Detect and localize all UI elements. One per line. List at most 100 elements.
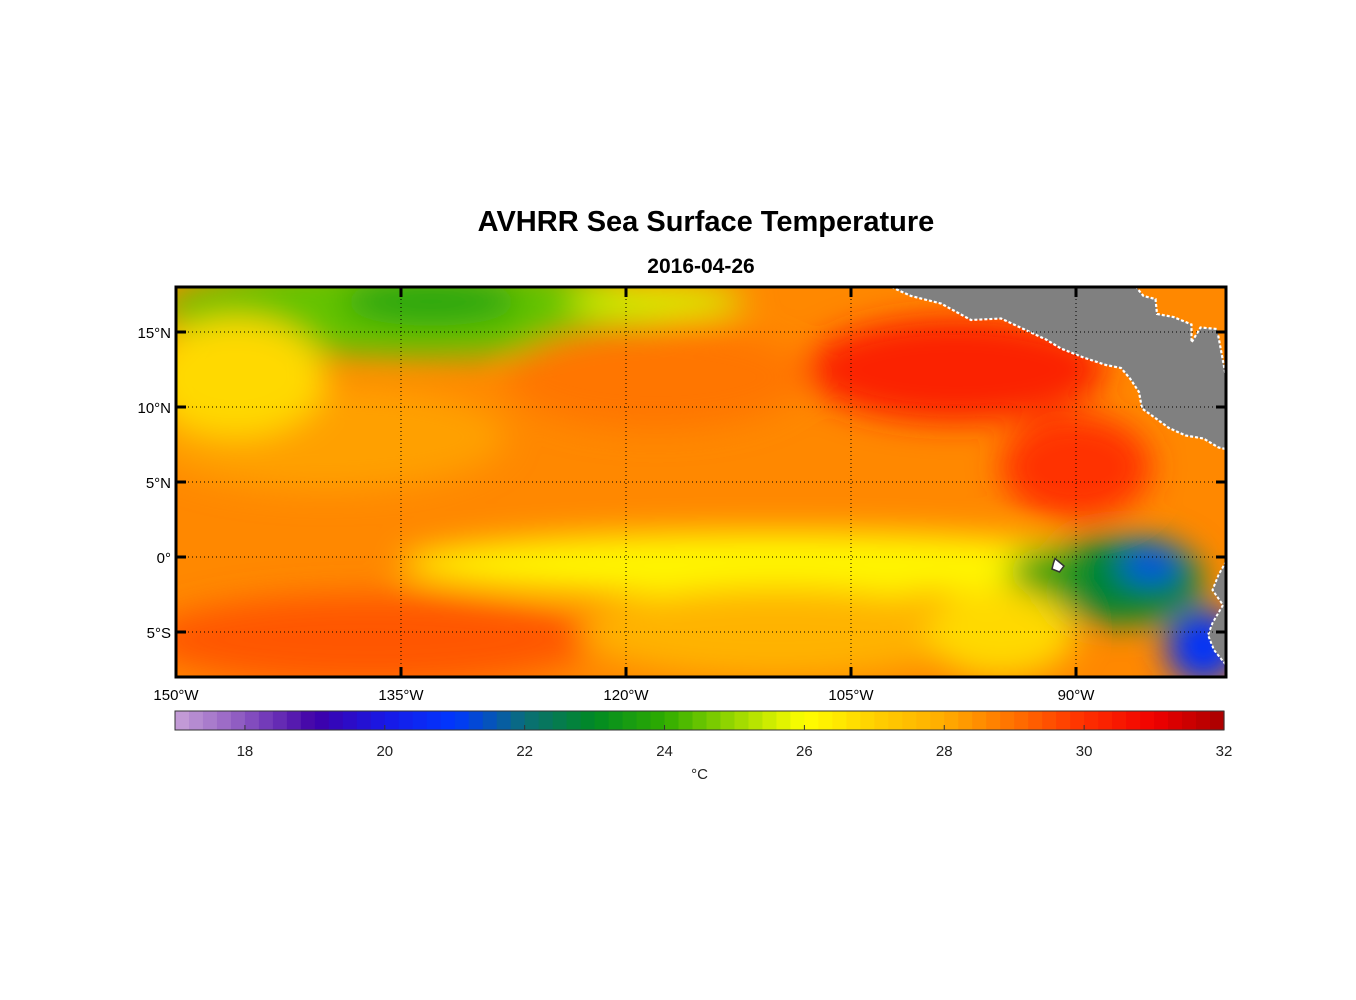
sst-region-galapagos-core — [1121, 549, 1181, 580]
colorbar-segment — [986, 711, 1001, 730]
colorbar-segment — [244, 711, 260, 730]
colorbar-segment — [566, 711, 582, 730]
colorbar-tick-label: 32 — [1216, 743, 1233, 760]
colorbar-segment — [930, 711, 945, 730]
colorbar-segment — [622, 711, 638, 730]
page-subtitle: 2016-04-26 — [647, 255, 755, 278]
lat-tick-label: 10°N — [137, 400, 171, 417]
colorbar-segment — [1182, 711, 1197, 730]
colorbar-segment — [370, 711, 386, 730]
sst-region-galapagos-west — [1008, 549, 1084, 595]
land-central-america — [891, 287, 1226, 451]
colorbar-segment — [608, 711, 624, 730]
colorbar-segment — [300, 711, 316, 730]
colorbar-segment — [1028, 711, 1043, 730]
sst-region-north-mid — [566, 287, 746, 320]
land-south-america — [1206, 559, 1226, 667]
colorbar-segment — [552, 711, 568, 730]
colorbar-segment — [272, 711, 288, 730]
map-ticks: 150°W 135°W 120°W 105°W 90°W 15°N 10°N 5°N 0° 5°S — [137, 287, 1226, 704]
land-mass — [891, 287, 1226, 667]
colorbar-segment — [664, 711, 680, 730]
colorbar-segment — [692, 711, 708, 730]
colorbar-segment — [398, 711, 414, 730]
colorbar-segment — [202, 711, 218, 730]
colorbar-segment — [230, 711, 246, 730]
colorbar-segment — [846, 711, 861, 730]
colorbar-segment — [426, 711, 442, 730]
colorbar-segment — [314, 711, 330, 730]
colorbar-segment — [944, 711, 959, 730]
colorbar-tick-label: 18 — [237, 743, 254, 760]
colorbar-segment — [706, 711, 722, 730]
colorbar-segment — [1042, 711, 1057, 730]
lon-tick-label: 135°W — [378, 687, 424, 704]
colorbar-segment — [510, 711, 526, 730]
sst-region-north-warm-pool — [806, 317, 1106, 422]
colorbar-segment — [874, 711, 889, 730]
lat-tick-label: 15°N — [137, 325, 171, 342]
colorbar-segment — [818, 711, 833, 730]
colorbar-segment — [1168, 711, 1183, 730]
lon-tick-label: 105°W — [828, 687, 874, 704]
colorbar-segment — [1112, 711, 1127, 730]
sst-region-equatorial-band — [401, 531, 1151, 598]
sst-region-peru-coast-cold — [1166, 609, 1226, 677]
colorbar-segment — [1000, 711, 1015, 730]
colorbar-segment — [594, 711, 610, 730]
colorbar-segment — [258, 711, 274, 730]
colorbar-segment — [384, 711, 400, 730]
colorbar-segment — [958, 711, 973, 730]
colorbar-segment — [538, 711, 554, 730]
colorbar-label: °C — [691, 766, 708, 783]
colorbar-segment — [762, 711, 778, 730]
colorbar-tick-label: 26 — [796, 743, 813, 760]
colorbar-segment — [1056, 711, 1071, 730]
lon-tick-label: 120°W — [603, 687, 649, 704]
colorbar-segment — [804, 711, 819, 730]
colorbar-segment — [216, 711, 232, 730]
colorbar-segment — [916, 711, 931, 730]
colorbar-segment — [636, 711, 652, 730]
colorbar-segment — [286, 711, 302, 730]
colorbar-segment — [1098, 711, 1113, 730]
colorbar-segment — [1070, 711, 1085, 730]
lon-tick-label: 90°W — [1058, 687, 1096, 704]
colorbar-segment — [1196, 711, 1211, 730]
colorbar-segment — [748, 711, 764, 730]
sst-region-west-yellow — [176, 317, 326, 437]
colorbar-frame — [174, 710, 1225, 731]
colorbar-segment — [1126, 711, 1141, 730]
colorbar-segment — [888, 711, 903, 730]
colorbar-segment — [188, 711, 204, 730]
colorbar-segment — [1210, 711, 1225, 730]
lat-tick-label: 5°S — [147, 625, 171, 642]
colorbar-segment — [972, 711, 987, 730]
colorbar-segment — [454, 711, 470, 730]
page-title: AVHRR Sea Surface Temperature — [477, 206, 935, 238]
colorbar-tick-label: 28 — [936, 743, 953, 760]
colorbar-segment — [412, 711, 428, 730]
colorbar: 18 20 22 24 26 28 30 32 °C — [174, 710, 1233, 783]
sst-region-central-north — [506, 324, 806, 430]
colorbar-segment — [175, 711, 190, 730]
colorbar-segment — [468, 711, 484, 730]
lat-tick-label: 5°N — [146, 475, 171, 492]
lat-tick-label: 0° — [157, 550, 171, 567]
map-grid — [176, 287, 1226, 677]
colorbar-segment — [832, 711, 847, 730]
sst-field — [176, 287, 1226, 677]
colorbar-segment — [734, 711, 750, 730]
colorbar-tick-label: 30 — [1076, 743, 1093, 760]
colorbar-tick-label: 24 — [656, 743, 673, 760]
colorbar-tick-label: 20 — [376, 743, 393, 760]
sst-region-northwest-core — [341, 287, 521, 326]
lon-tick-label: 150°W — [153, 687, 199, 704]
colorbar-segment — [860, 711, 875, 730]
land-galapagos — [1051, 557, 1066, 573]
colorbar-segment — [902, 711, 917, 730]
colorbar-segment — [650, 711, 666, 730]
colorbar-segment — [356, 711, 372, 730]
colorbar-segment — [1014, 711, 1029, 730]
